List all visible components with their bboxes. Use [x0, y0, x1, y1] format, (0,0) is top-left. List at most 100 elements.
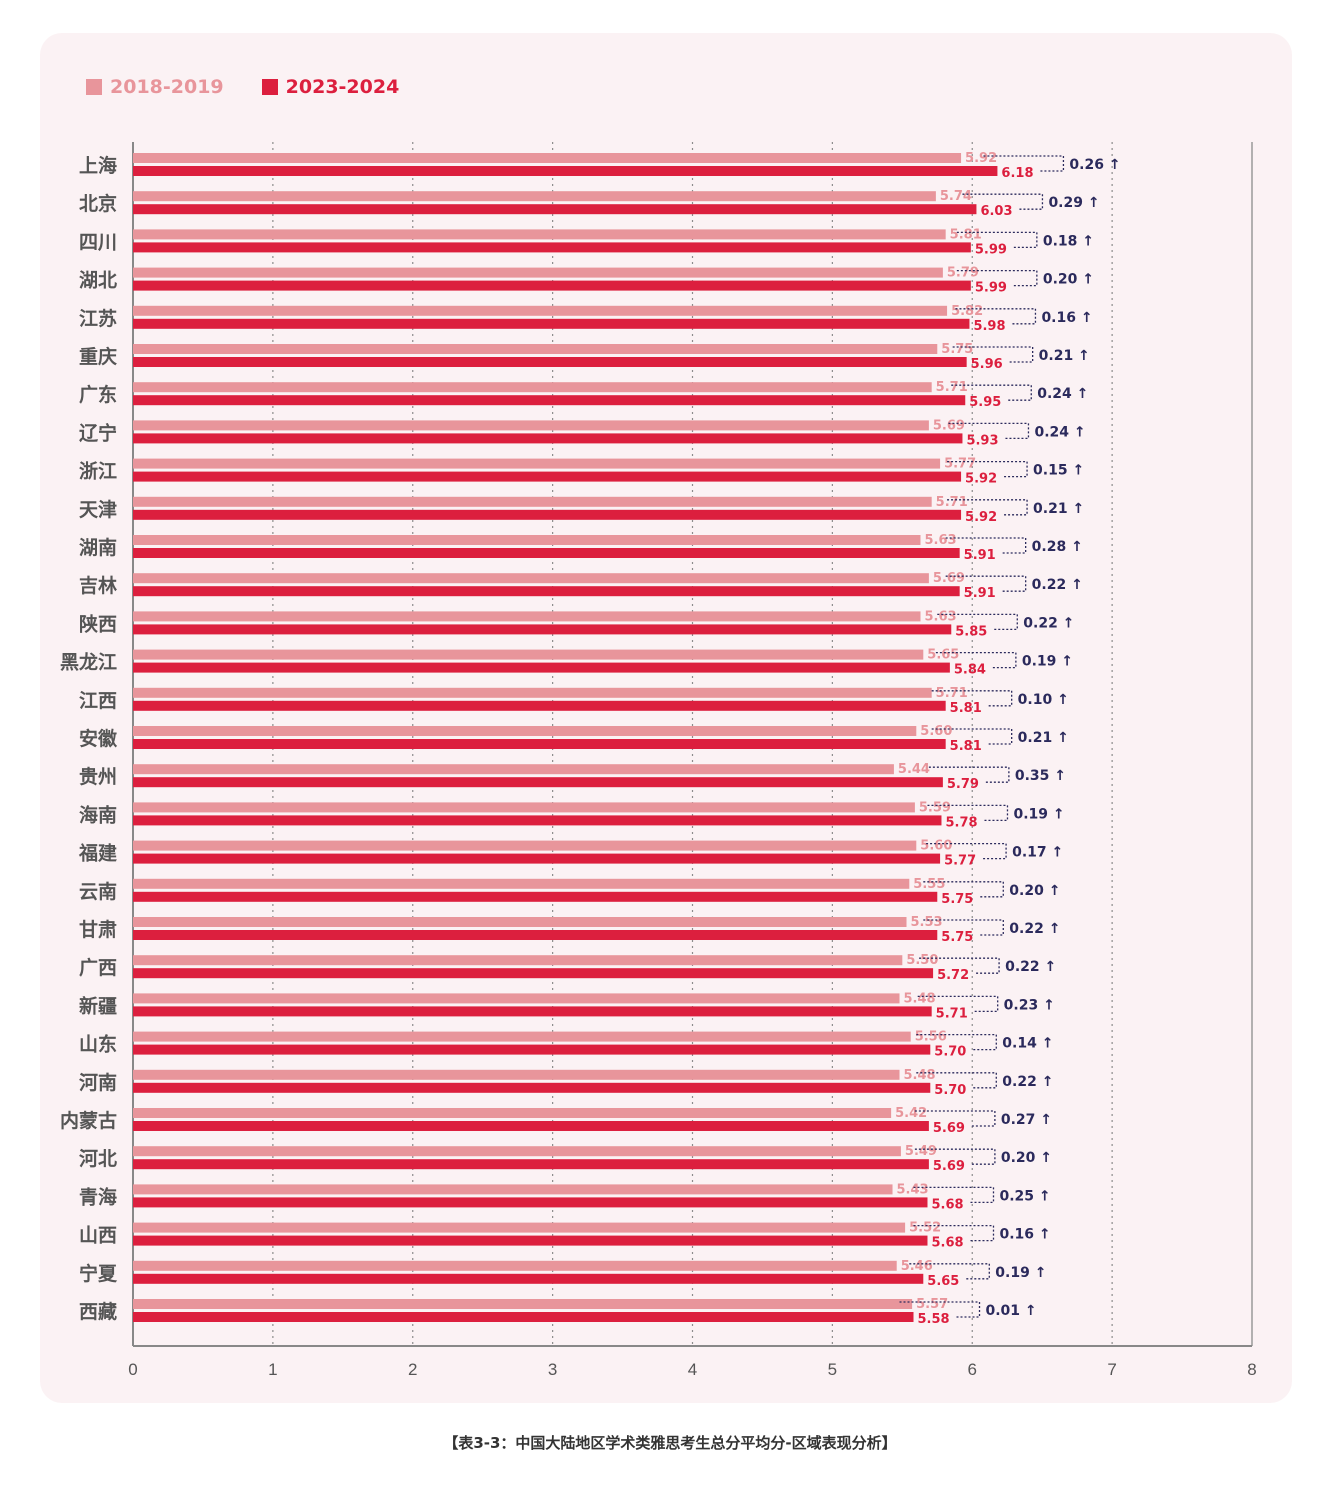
value-label-2023-2024: 5.92 [965, 510, 997, 525]
category-label: 辽宁 [79, 421, 117, 444]
difference-label: 0.16 ↑ [999, 1227, 1050, 1243]
difference-label: 0.20 ↑ [1009, 883, 1060, 899]
difference-label: 0.20 ↑ [1001, 1150, 1052, 1166]
value-label-2018-2019: 5.48 [904, 991, 936, 1006]
bar-2023-2024 [133, 318, 970, 329]
value-label-2018-2019: 5.65 [927, 648, 959, 663]
value-label-2018-2019: 5.81 [950, 227, 982, 242]
bar-2023-2024 [133, 700, 946, 711]
difference-bracket [909, 1263, 990, 1280]
difference-bracket [935, 651, 1017, 669]
category-label: 湖北 [79, 270, 117, 292]
bar-2018-2019 [133, 1222, 906, 1233]
difference-label: 0.23 ↑ [1004, 997, 1055, 1013]
bar-2023-2024 [133, 166, 998, 176]
bar-2023-2024 [133, 280, 971, 291]
value-label-2018-2019: 5.69 [933, 418, 965, 433]
category-label: 青海 [79, 1185, 117, 1208]
value-label-2023-2024: 5.75 [941, 892, 973, 907]
difference-label: 0.21 ↑ [1018, 730, 1069, 746]
bar-2023-2024 [133, 1044, 931, 1055]
x-tick-label-2: 2 [408, 1360, 417, 1379]
difference-label: 0.01 ↑ [986, 1303, 1037, 1319]
bar-2018-2019 [133, 764, 894, 775]
difference-label: 0.15 ↑ [1033, 463, 1084, 479]
difference-label: 0.26 ↑ [1069, 157, 1120, 173]
legend: 2018-2019 2023-2024 [86, 76, 399, 98]
x-tick-label-5: 5 [828, 1360, 837, 1379]
value-label-2018-2019: 5.75 [941, 342, 973, 357]
legend-swatch-2018-2019 [86, 79, 102, 95]
difference-bracket [948, 422, 1030, 440]
category-label: 河南 [79, 1072, 117, 1094]
value-label-2018-2019: 5.63 [924, 609, 956, 624]
difference-label: 0.19 ↑ [1022, 654, 1073, 670]
category-label: 广西 [79, 956, 117, 979]
difference-label: 0.22 ↑ [1009, 921, 1060, 937]
x-tick-label-6: 6 [968, 1360, 977, 1379]
value-label-2023-2024: 5.92 [965, 472, 997, 487]
value-label-2018-2019: 5.52 [909, 1221, 941, 1236]
bar-2023-2024 [133, 471, 962, 482]
difference-label: 0.19 ↑ [1013, 806, 1064, 822]
value-label-2018-2019: 5.55 [913, 877, 945, 892]
difference-label: 0.14 ↑ [1002, 1036, 1053, 1052]
bar-2018-2019 [133, 1260, 897, 1271]
category-label: 陕西 [79, 612, 117, 635]
difference-bracket [913, 1224, 995, 1242]
difference-label: 0.21 ↑ [1039, 348, 1090, 364]
value-label-2018-2019: 5.74 [940, 189, 972, 204]
bar-2023-2024 [133, 395, 966, 406]
category-label: 重庆 [79, 345, 117, 368]
value-label-2018-2019: 5.92 [965, 151, 997, 166]
value-label-2023-2024: 5.72 [937, 968, 969, 983]
category-label: 吉林 [79, 574, 117, 597]
bar-2018-2019 [133, 1108, 892, 1118]
difference-label: 0.21 ↑ [1033, 501, 1084, 517]
bar-2018-2019 [133, 535, 921, 545]
value-label-2018-2019: 5.79 [947, 266, 979, 281]
value-label-2018-2019: 5.53 [911, 915, 943, 930]
value-label-2018-2019: 5.57 [916, 1297, 948, 1312]
category-label: 广东 [79, 383, 117, 406]
bar-2018-2019 [133, 840, 917, 851]
value-label-2023-2024: 6.03 [980, 204, 1012, 219]
value-label-2018-2019: 5.82 [951, 304, 983, 319]
legend-label-2018-2019: 2018-2019 [110, 76, 224, 98]
value-label-2023-2024: 5.78 [945, 815, 977, 830]
difference-label: 0.17 ↑ [1012, 845, 1063, 861]
category-label: 山西 [79, 1225, 117, 1247]
category-label: 山东 [79, 1033, 117, 1056]
difference-bracket [927, 804, 1009, 822]
chart-card [40, 33, 1292, 1403]
value-label-2018-2019: 5.44 [898, 762, 930, 777]
bar-2018-2019 [133, 878, 910, 889]
value-label-2023-2024: 5.98 [973, 319, 1005, 334]
chart-caption: 【表3-3：中国大陆地区学术类雅思考生总分平均分-区域表现分析】 [443, 1434, 897, 1452]
bar-2023-2024 [133, 891, 938, 902]
category-label: 上海 [79, 154, 117, 177]
difference-label: 0.10 ↑ [1018, 692, 1069, 708]
category-label: 内蒙古 [60, 1109, 117, 1132]
difference-bracket [983, 155, 1065, 172]
category-label: 云南 [79, 881, 117, 903]
bar-2018-2019 [133, 229, 946, 240]
difference-label: 0.22 ↑ [1023, 615, 1074, 631]
difference-bracket [951, 384, 1032, 401]
value-label-2023-2024: 5.65 [927, 1274, 959, 1289]
difference-bracket [899, 1301, 981, 1318]
value-label-2018-2019: 5.71 [936, 495, 968, 510]
category-label: 西藏 [79, 1300, 117, 1323]
difference-label: 0.35 ↑ [1015, 768, 1066, 784]
bar-2023-2024 [133, 624, 952, 635]
legend-item-2018-2019: 2018-2019 [86, 76, 224, 98]
bar-2018-2019 [133, 1031, 911, 1042]
bar-2023-2024 [133, 968, 934, 979]
value-label-2023-2024: 5.68 [931, 1236, 963, 1251]
category-label: 黑龙江 [60, 651, 117, 674]
value-label-2023-2024: 5.91 [964, 586, 996, 601]
difference-bracket [919, 957, 1000, 974]
category-label: 宁夏 [79, 1262, 118, 1285]
category-label: 福建 [78, 842, 117, 865]
x-tick-label-7: 7 [1107, 1360, 1116, 1379]
